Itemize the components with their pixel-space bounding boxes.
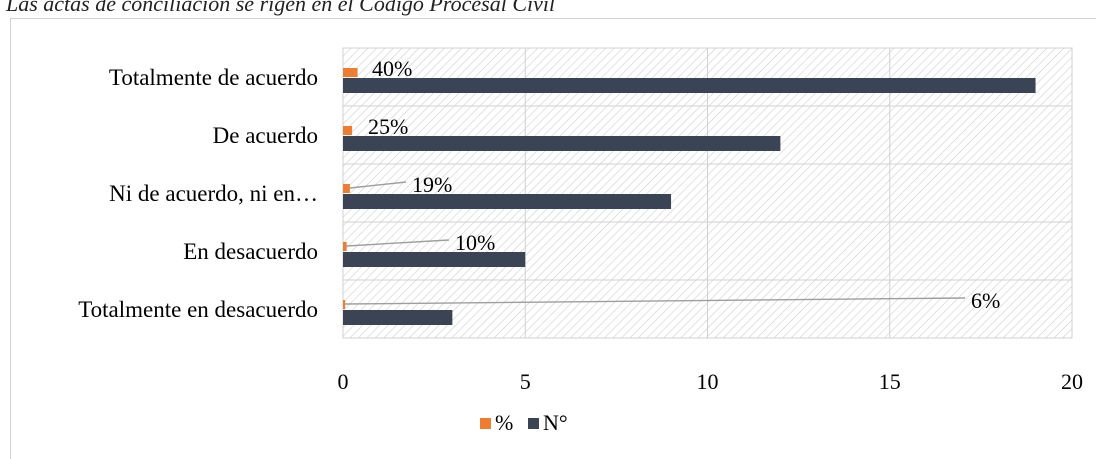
x-tick-label: 15: [879, 369, 901, 394]
legend-swatch: [528, 418, 539, 429]
x-tick-label: 20: [1061, 369, 1083, 394]
category-label: En desacuerdo: [183, 239, 318, 264]
x-tick-label: 5: [520, 369, 531, 394]
data-label: 6%: [971, 288, 1000, 313]
legend: % N°: [480, 410, 568, 435]
data-label: 25%: [368, 114, 408, 139]
category-label: Totalmente en desacuerdo: [78, 297, 318, 322]
bar-count: [343, 136, 781, 151]
category-label: De acuerdo: [213, 123, 318, 148]
legend-label: %: [495, 410, 513, 435]
legend-swatch: [480, 418, 491, 429]
bar-count: [343, 78, 1036, 93]
data-label: 40%: [372, 56, 412, 81]
leader-lines: [345, 181, 966, 305]
bars: [343, 68, 1036, 325]
leader-line: [349, 181, 407, 189]
bar-percent: [343, 68, 358, 77]
category-label: Ni de acuerdo, ni en…: [109, 181, 318, 206]
grid-lines: [342, 47, 1073, 339]
bar-count: [343, 252, 526, 267]
figure-caption: Las actas de conciliación se rigen en el…: [6, 0, 556, 16]
leader-line: [346, 239, 450, 247]
bar-percent: [343, 300, 346, 309]
leader-line: [345, 297, 966, 305]
legend-label: N°: [543, 410, 568, 435]
category-label: Totalmente de acuerdo: [109, 65, 318, 90]
bar-percent: [343, 242, 347, 251]
bar-count: [343, 310, 453, 325]
x-tick-label: 10: [697, 369, 719, 394]
bar-percent: [343, 126, 353, 135]
chart-frame: [10, 18, 1096, 459]
x-tick-label: 0: [338, 369, 349, 394]
bar-count: [343, 194, 672, 209]
x-tick-labels: 0 5 10 15 20: [338, 369, 1084, 394]
data-labels: 40% 25% 19% 10% 6%: [368, 56, 1000, 313]
data-label: 10%: [455, 230, 495, 255]
bar-percent: [343, 184, 350, 193]
category-labels: Totalmente de acuerdo De acuerdo Ni de acu…: [78, 65, 318, 322]
data-label: 19%: [412, 172, 452, 197]
